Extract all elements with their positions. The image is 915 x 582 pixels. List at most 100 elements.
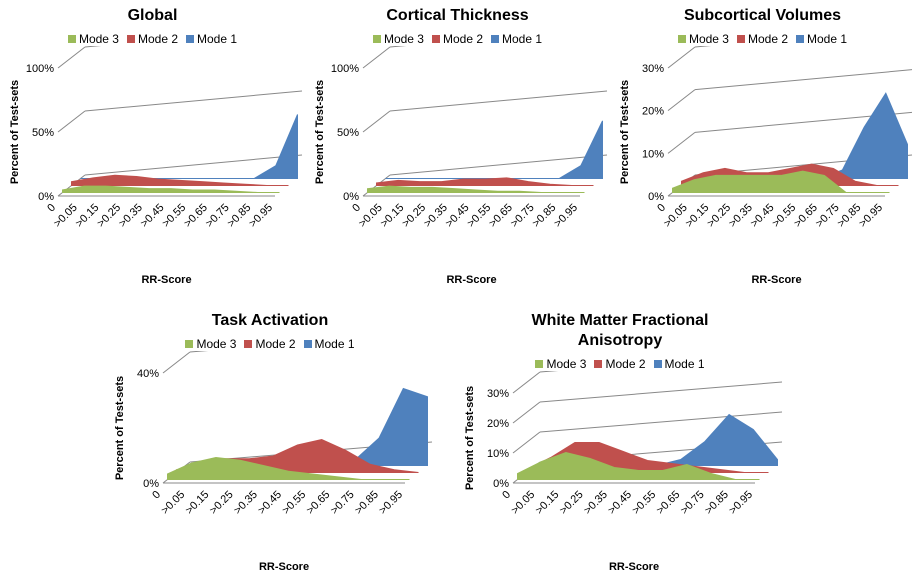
legend-swatch — [677, 35, 686, 43]
x-tick-label: >0.35 — [582, 489, 610, 517]
x-tick-label: >0.65 — [182, 202, 210, 230]
x-axis-label: RR-Score — [141, 274, 191, 286]
x-tick-label: >0.25 — [400, 202, 428, 230]
legend-item: Mode 1 — [303, 337, 355, 351]
legend-item: Mode 2 — [594, 357, 646, 371]
x-tick-label: >0.05 — [357, 202, 385, 230]
legend-label: Mode 3 — [383, 32, 424, 46]
legend-label: Mode 3 — [196, 337, 237, 351]
x-tick-label: >0.85 — [703, 489, 731, 517]
x-tick-label: >0.15 — [73, 202, 101, 230]
legend-swatch — [372, 35, 381, 43]
y-tick-label: 100% — [331, 63, 359, 75]
x-tick-label: >0.15 — [183, 489, 211, 517]
area — [517, 451, 760, 480]
grid-line — [667, 46, 696, 69]
x-tick-label: >0.65 — [304, 489, 332, 517]
grid-line — [539, 381, 783, 403]
x-tick-label: >0.35 — [232, 489, 260, 517]
plot: 0% 50% 100% 0>0.05>0.15>0.25>0.35>0.45>0.55… — [9, 46, 303, 286]
x-tick-label: >0.75 — [814, 202, 842, 230]
y-tick-label: 0% — [648, 191, 664, 203]
x-tick-label: >0.55 — [280, 489, 308, 517]
legend-swatch — [594, 360, 603, 368]
x-tick-label: >0.65 — [487, 202, 515, 230]
area — [71, 174, 289, 186]
plot: 0%10%20%30%0>0.05>0.15>0.25>0.35>0.45>0.… — [619, 46, 913, 286]
x-tick-label: 0 — [150, 489, 163, 502]
grid-line — [512, 431, 541, 454]
x-tick-label: >0.55 — [630, 489, 658, 517]
grid-line — [512, 371, 541, 394]
x-tick-label: >0.15 — [533, 489, 561, 517]
legend-label: Mode 2 — [605, 357, 646, 371]
legend-label: Mode 3 — [78, 32, 119, 46]
legend-item: Mode 1 — [186, 32, 237, 46]
grid-line — [362, 46, 391, 69]
y-tick-label: 20% — [487, 418, 509, 430]
legend-label: Mode 2 — [137, 32, 179, 46]
x-tick-label: >0.35 — [727, 202, 755, 230]
y-axis-label: Percent of Test-sets — [9, 80, 21, 184]
x-tick-label: >0.05 — [159, 489, 187, 517]
legend-swatch — [491, 35, 500, 43]
x-tick-label: >0.45 — [443, 202, 471, 230]
legend: Mode 3 Mode 2 Mode 1 — [105, 337, 435, 351]
grid-line — [539, 411, 783, 433]
grid-line — [667, 131, 696, 154]
x-tick-label: >0.85 — [353, 489, 381, 517]
x-tick-label: >0.25 — [705, 202, 733, 230]
plot: 0% 50% 100% 0>0.05>0.15>0.25>0.35>0.45>0.55… — [314, 46, 608, 286]
chart-title: Task Activation — [211, 312, 329, 329]
legend-item: Mode 1 — [653, 357, 705, 371]
legend-label: Mode 1 — [502, 32, 543, 46]
x-tick-label: >0.85 — [225, 202, 253, 230]
chart-panel: Task Activation Mode 3 Mode 2 Mode 1 0% 40% 0 >… — [105, 305, 435, 582]
legend-label: Mode 1 — [197, 32, 238, 46]
legend-item: Mode 2 — [431, 32, 483, 46]
grid-line — [57, 46, 86, 69]
legend-label: Mode 1 — [807, 32, 848, 46]
x-axis-label: RR-Score — [446, 274, 496, 286]
x-axis-label: RR-Score — [259, 561, 309, 573]
y-tick-label: 30% — [642, 63, 664, 75]
x-tick-label: >0.95 — [857, 202, 885, 230]
legend-swatch — [126, 35, 135, 43]
legend-item: Mode 1 — [796, 32, 847, 46]
legend-label: Mode 2 — [747, 32, 789, 46]
x-tick-label: >0.85 — [530, 202, 558, 230]
x-tick-label: >0.95 — [727, 489, 755, 517]
x-tick-label: >0.45 — [256, 489, 284, 517]
y-axis-label: Percent of Test-sets — [619, 80, 631, 184]
legend-item: Mode 3 — [185, 337, 236, 351]
grid-line — [362, 110, 391, 133]
x-tick-label: >0.45 — [748, 202, 776, 230]
legend-item: Mode 2 — [126, 32, 179, 46]
x-tick-label: >0.75 — [679, 489, 707, 517]
y-tick-label: 30% — [487, 388, 509, 400]
y-tick-label: 10% — [487, 448, 509, 460]
grid-line — [57, 110, 86, 133]
grid-line — [694, 46, 712, 48]
legend-swatch — [431, 35, 440, 43]
y-tick-label: 0% — [38, 191, 54, 203]
x-tick-label: >0.55 — [160, 202, 188, 230]
chart-title: Subcortical Volumes — [683, 7, 842, 24]
legend-item: Mode 3 — [535, 357, 586, 371]
x-tick-label: >0.75 — [204, 202, 232, 230]
legend-swatch — [653, 360, 662, 368]
x-tick-label: >0.75 — [509, 202, 537, 230]
legend-item: Mode 3 — [372, 32, 424, 46]
area — [367, 185, 585, 193]
y-tick-label: 0% — [343, 191, 359, 203]
x-axis-label: RR-Score — [609, 561, 659, 573]
legend-label: Mode 1 — [314, 337, 355, 351]
y-tick-label: 0% — [493, 478, 509, 490]
grid-line — [162, 351, 191, 374]
x-tick-label: >0.05 — [509, 489, 537, 517]
x-tick-label: >0.05 — [662, 202, 690, 230]
x-tick-label: >0.95 — [247, 202, 275, 230]
legend-item: Mode 1 — [491, 32, 542, 46]
x-tick-label: >0.65 — [654, 489, 682, 517]
